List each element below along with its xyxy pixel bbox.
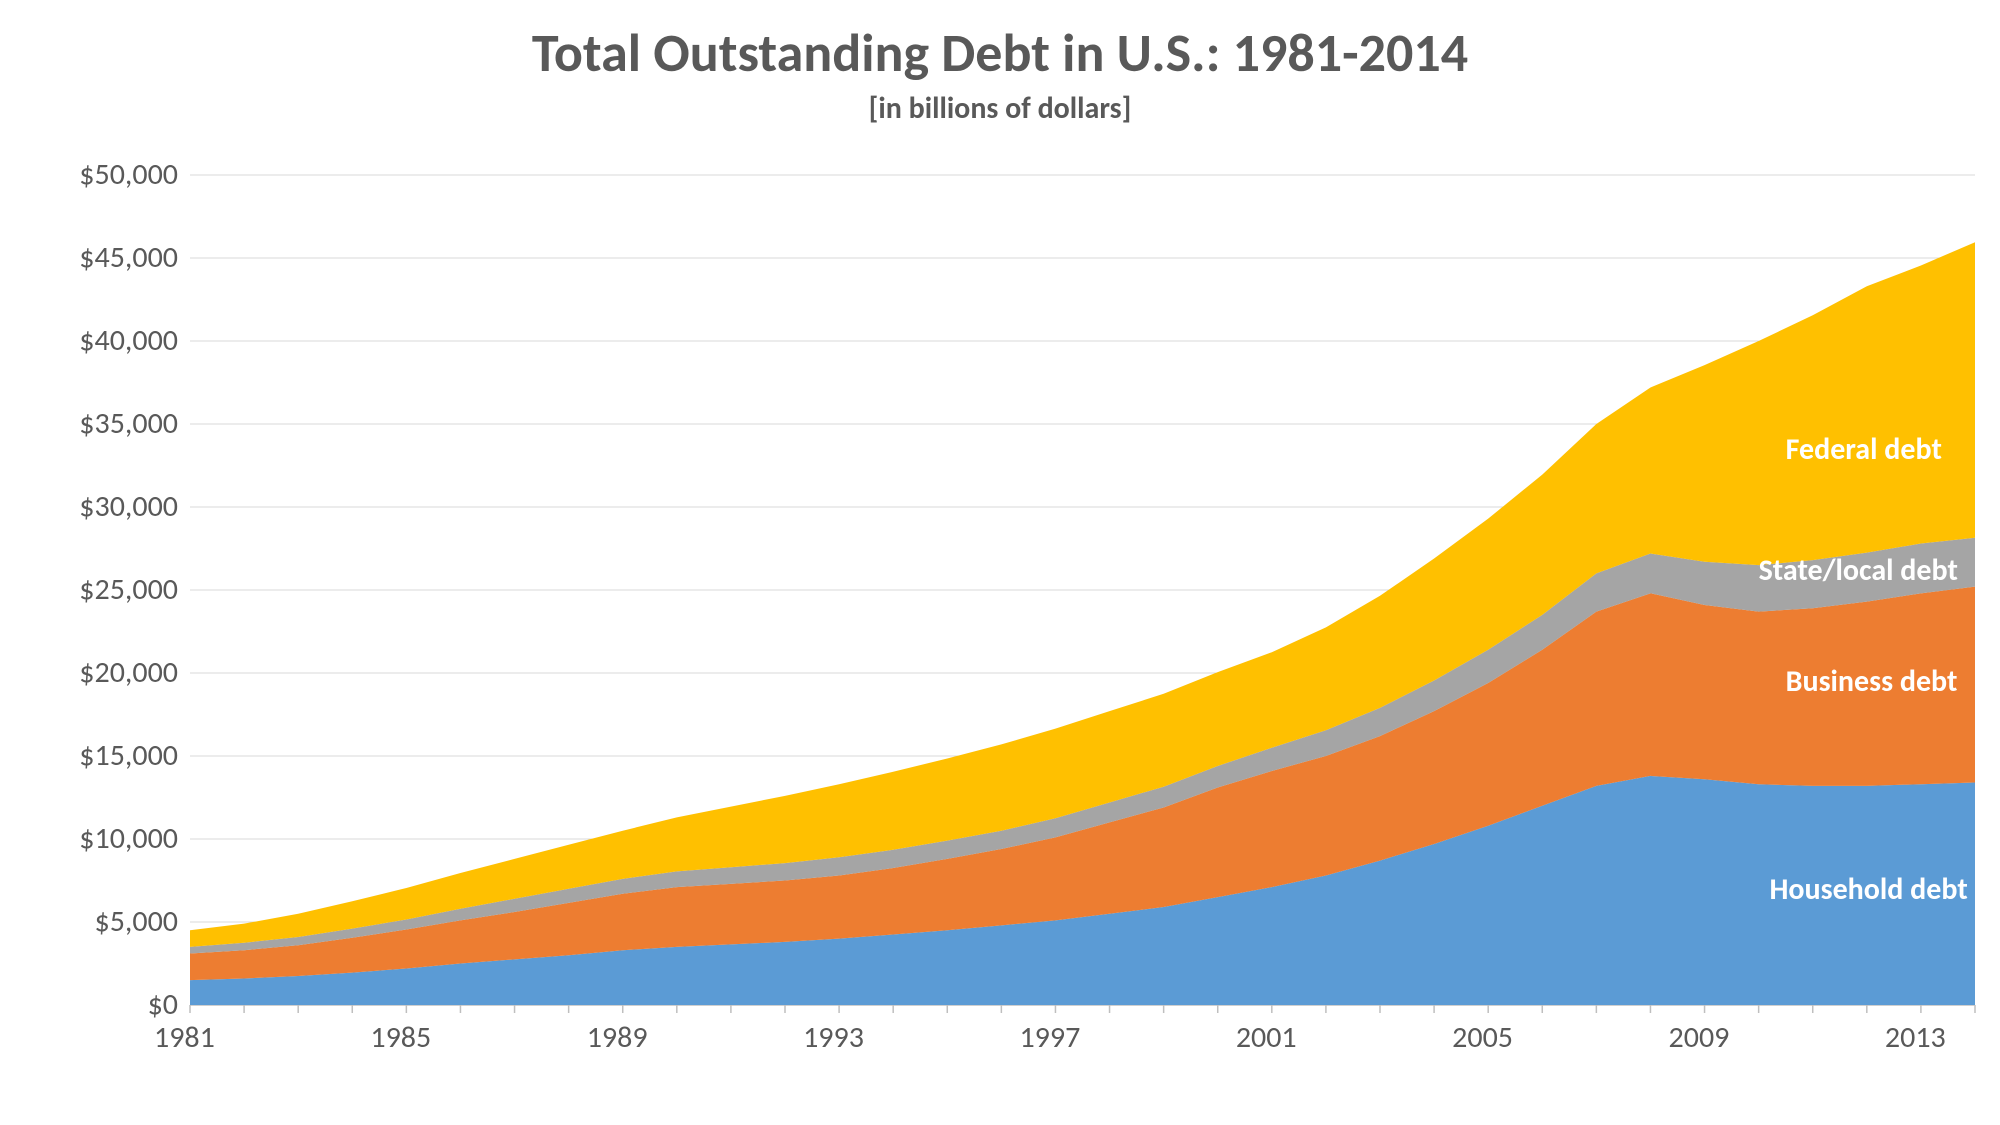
x-tick-label: 2005 xyxy=(1452,1019,1513,1056)
series-label-household-debt: Household debt xyxy=(1769,871,1967,908)
x-tick-label: 1989 xyxy=(587,1019,648,1056)
x-tick-label: 2009 xyxy=(1669,1019,1730,1056)
x-tick-label: 1981 xyxy=(154,1019,215,1056)
y-tick-label: $15,000 xyxy=(79,737,178,774)
plot-area xyxy=(190,175,1975,1005)
x-tick-label: 2001 xyxy=(1236,1019,1297,1056)
x-tick-label: 1997 xyxy=(1019,1019,1080,1056)
x-tick-label: 1985 xyxy=(370,1019,431,1056)
chart-subtitle: [in billions of dollars] xyxy=(0,90,2000,127)
y-tick-label: $45,000 xyxy=(79,239,178,276)
y-tick-label: $40,000 xyxy=(79,322,178,359)
y-tick-label: $20,000 xyxy=(79,654,178,691)
y-tick-label: $25,000 xyxy=(79,571,178,608)
y-tick-label: $10,000 xyxy=(79,820,178,857)
plot-svg xyxy=(190,175,1975,1015)
series-label-federal-debt: Federal debt xyxy=(1786,431,1942,468)
x-tick-label: 2013 xyxy=(1885,1019,1946,1056)
y-tick-label: $35,000 xyxy=(79,405,178,442)
y-tick-label: $0 xyxy=(148,986,178,1023)
y-tick-label: $50,000 xyxy=(79,156,178,193)
y-tick-label: $5,000 xyxy=(94,903,178,940)
chart-title: Total Outstanding Debt in U.S.: 1981-201… xyxy=(0,20,2000,86)
debt-area-chart: Total Outstanding Debt in U.S.: 1981-201… xyxy=(0,0,2000,1125)
y-tick-label: $30,000 xyxy=(79,488,178,525)
series-label-business-debt: Business debt xyxy=(1786,663,1958,700)
x-tick-label: 1993 xyxy=(803,1019,864,1056)
series-label-state-local-debt: State/local debt xyxy=(1759,552,1958,589)
title-block: Total Outstanding Debt in U.S.: 1981-201… xyxy=(0,20,2000,127)
